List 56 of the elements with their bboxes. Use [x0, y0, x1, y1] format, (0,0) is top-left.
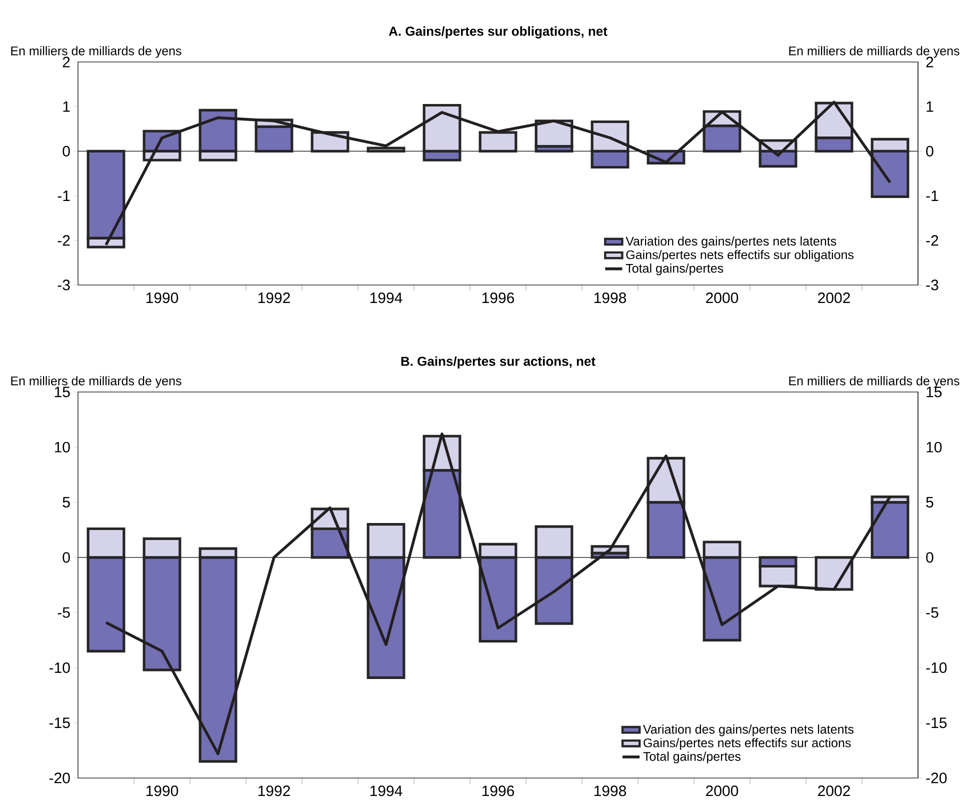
x-tick-label: 1990 — [146, 292, 178, 304]
bar — [366, 146, 406, 152]
legend-label: Total gains/pertes — [626, 264, 724, 276]
y-tick-label: 1 — [926, 101, 934, 112]
y2-tick-label: 2 — [62, 56, 70, 68]
y-tick-label: -20 — [926, 772, 947, 784]
x-tick-label: 2002 — [818, 786, 850, 796]
text: En milliers de milliards de yens — [11, 376, 182, 388]
y-tick-label: 0 — [926, 146, 934, 156]
x-tick-label: 1992 — [258, 292, 290, 304]
y-tick-label: 0 — [926, 552, 934, 563]
bar — [478, 131, 518, 152]
y2-tick-label: -15 — [49, 718, 70, 728]
y-tick-label: -2 — [926, 235, 938, 246]
y-tick-label: 10 — [926, 442, 942, 452]
x-tick-label: 1992 — [258, 786, 290, 796]
y-tick-label: -15 — [926, 718, 947, 728]
x-tick-label: 1994 — [370, 786, 402, 796]
y-tick-label: 15 — [926, 386, 942, 398]
y-tick-label: -5 — [926, 607, 938, 618]
legend-label: Total gains/pertes — [643, 752, 740, 764]
y-tick-label: -1 — [926, 190, 938, 201]
legend-label: Variation des gains/pertes nets latents — [643, 724, 854, 736]
y-tick-label: 5 — [926, 497, 934, 508]
y-tick-label: -3 — [926, 280, 938, 290]
legend-label: Variation des gains/pertes nets latents — [626, 236, 836, 248]
x-tick-label: 1998 — [594, 292, 626, 304]
y2-tick-label: 5 — [62, 497, 70, 508]
text: En milliers de milliards de yens — [11, 46, 182, 58]
x-tick-label: 1994 — [370, 292, 402, 304]
y2-tick-label: 1 — [63, 101, 70, 112]
chart-title: B. Gains/pertes sur actions, net — [401, 356, 596, 368]
y2-tick-label: -20 — [49, 772, 70, 784]
y2-tick-label: -3 — [58, 280, 70, 290]
x-tick-label: 2000 — [706, 786, 738, 796]
legend-label: Gains/pertes nets effectifs sur obligations — [626, 250, 854, 262]
y2-tick-label: 0 — [62, 146, 70, 156]
x-tick-label: 1990 — [146, 786, 178, 796]
x-tick-label: 1996 — [482, 786, 514, 796]
x-tick-label: 1996 — [482, 292, 514, 304]
y2-tick-label: 0 — [62, 552, 70, 563]
x-tick-label: 1998 — [594, 786, 626, 796]
y-tick-label: -10 — [926, 662, 947, 674]
x-tick-label: 2000 — [706, 292, 738, 304]
text: En milliers de milliards de yens — [789, 46, 960, 58]
chart-title: A. Gains/pertes sur obligations, net — [388, 26, 608, 38]
y2-tick-label: -5 — [58, 607, 70, 618]
y2-tick-label: -10 — [49, 662, 70, 674]
y2-tick-label: -2 — [58, 235, 70, 246]
x-tick-label: 2002 — [818, 292, 850, 304]
legend-label: Gains/pertes nets effectifs sur actions — [644, 738, 851, 750]
y2-tick-label: -1 — [58, 190, 70, 201]
y-tick-label: 2 — [926, 56, 934, 68]
y2-tick-label: 15 — [54, 386, 70, 398]
text: En milliers de milliards de yens — [789, 376, 960, 388]
y2-tick-label: 10 — [54, 442, 70, 452]
